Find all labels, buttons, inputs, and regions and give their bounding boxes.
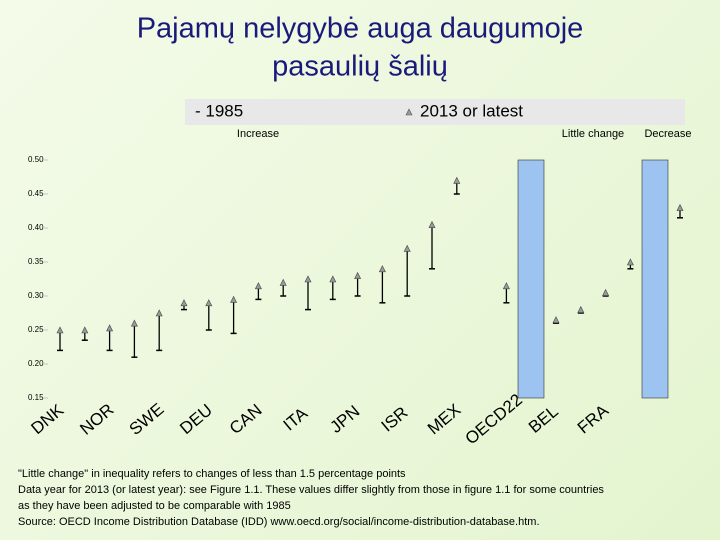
y-tick-label: 0.35 [28,257,44,266]
marker-latest [155,309,163,317]
marker-latest [552,316,560,324]
annotation: Little change [562,128,624,140]
marker-latest [676,203,684,211]
x-tick-label: FRA [574,401,613,438]
legend-band [185,99,685,125]
note: "Little change" in inequality refers to … [18,468,406,480]
x-tick-label: DEU [176,400,216,438]
y-tick-label: 0.20 [28,359,44,368]
y-tick-label: 0.15 [28,393,44,402]
legend-marker [405,108,413,116]
highlight-column [641,159,669,399]
x-tick-label: CAN [226,400,266,438]
marker-latest [180,299,188,307]
x-tick-label: JPN [327,402,364,437]
marker-latest [354,271,362,279]
marker-latest [279,278,287,286]
marker-latest [254,282,262,290]
marker-latest [428,220,436,228]
marker-latest [403,244,411,252]
marker-latest [577,305,585,313]
y-tick-label: 0.50 [28,155,44,164]
y-tick-label: 0.25 [28,325,44,334]
highlight-column [517,159,545,399]
marker-latest [230,295,238,303]
marker-latest [329,275,337,283]
x-tick-label: MEX [424,400,464,438]
marker-latest [378,265,386,273]
marker-latest [106,324,114,332]
note: Data year for 2013 (or latest year): see… [18,484,604,496]
annotation: Decrease [644,128,691,140]
marker-latest [205,299,213,307]
legend-label: - 1985 [195,101,243,120]
marker-latest [304,275,312,283]
legend-label: 2013 or latest [420,101,523,120]
marker-latest [626,258,634,266]
marker-latest [602,288,610,296]
x-tick-label: SWE [126,399,168,438]
y-tick-label: 0.45 [28,189,44,198]
x-tick-label: NOR [76,400,117,439]
annotation: Increase [237,128,279,140]
marker-latest [56,326,64,334]
chart-title: Pajamų nelygybė auga daugumoje [137,13,584,45]
y-tick-label: 0.30 [28,291,44,300]
x-tick-label: OECD22 [462,390,526,448]
x-tick-label: ISR [378,403,412,436]
x-tick-label: ITA [280,403,312,434]
note: Source: OECD Income Distribution Databas… [18,516,540,528]
marker-latest [502,282,510,290]
x-tick-label: DNK [27,400,67,438]
marker-latest [453,176,461,184]
x-tick-label: BEL [525,402,562,437]
note: as they have been adjusted to be compara… [18,500,291,512]
chart-title: pasaulių šalių [272,51,448,83]
y-tick-label: 0.40 [28,223,44,232]
marker-latest [130,319,138,327]
marker-latest [81,326,89,334]
